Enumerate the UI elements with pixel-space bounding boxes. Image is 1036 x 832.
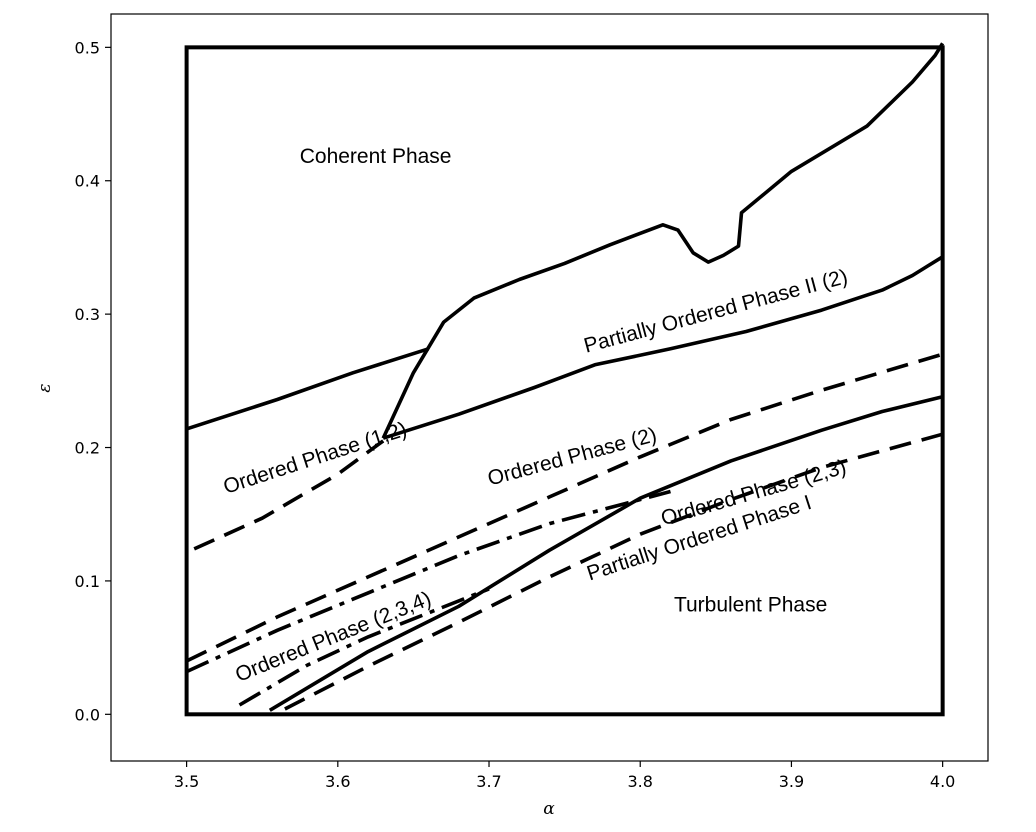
y-tick-label: 0.2 xyxy=(75,439,100,458)
y-tick-label: 0.4 xyxy=(75,172,100,191)
y-tick-label: 0.3 xyxy=(75,305,100,324)
region-label: Turbulent Phase xyxy=(674,593,827,616)
series-line-7 xyxy=(284,432,944,711)
series-line-9 xyxy=(238,587,490,707)
series-line-6 xyxy=(185,352,944,663)
x-tick-label: 4.0 xyxy=(930,772,955,791)
y-tick-label: 0.0 xyxy=(75,705,100,724)
x-axis-label: α xyxy=(543,799,555,819)
series-line-8 xyxy=(185,489,671,674)
x-tick-label: 3.9 xyxy=(779,772,804,791)
y-axis-label: ε xyxy=(35,383,55,392)
y-tick-label: 0.5 xyxy=(75,38,100,57)
series-line-3 xyxy=(382,255,944,440)
y-tick-label: 0.1 xyxy=(75,572,100,591)
x-axis: 3.5 3.6 3.7 3.8 3.9 4.0 xyxy=(174,761,955,791)
x-tick-label: 3.5 xyxy=(174,772,199,791)
plot-frame xyxy=(110,13,989,762)
x-tick-label: 3.8 xyxy=(627,772,652,791)
series-line-5 xyxy=(193,439,385,551)
series-line-1 xyxy=(186,347,430,431)
region-label: Coherent Phase xyxy=(300,145,452,168)
phase-domain-box xyxy=(184,45,945,717)
x-tick-label: 3.6 xyxy=(325,772,350,791)
series-line-2 xyxy=(381,42,945,439)
y-axis: 0.0 0.1 0.2 0.3 0.4 0.5 xyxy=(75,38,111,724)
series-layer xyxy=(185,42,945,712)
x-tick-label: 3.7 xyxy=(476,772,501,791)
